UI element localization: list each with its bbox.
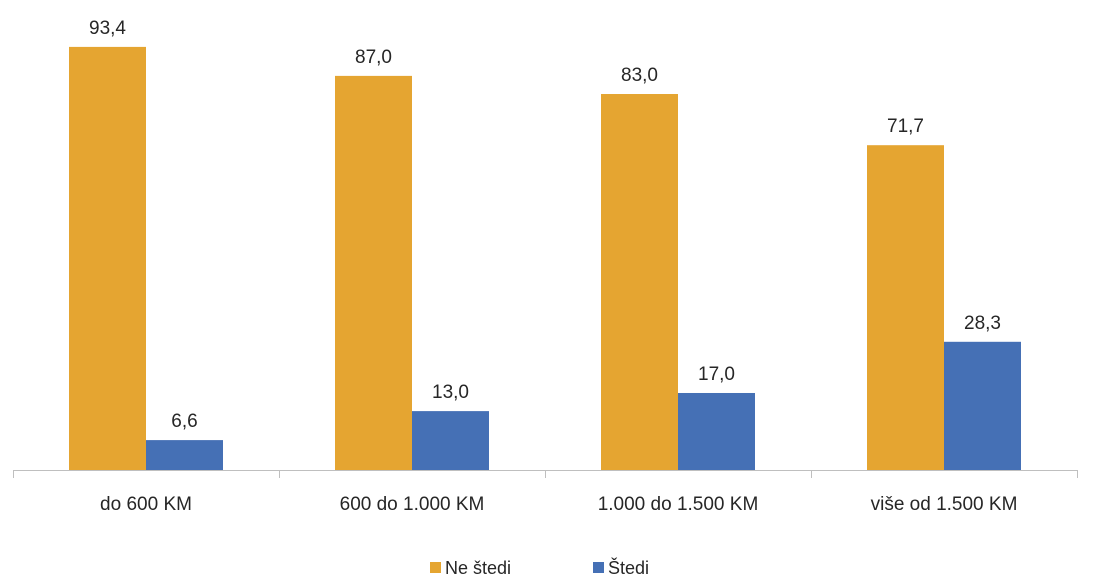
value-label: 28,3 bbox=[964, 313, 1001, 334]
legend-label-ne-stedi: Ne štedi bbox=[445, 558, 511, 578]
value-label: 71,7 bbox=[887, 116, 924, 137]
x-axis-ticks bbox=[13, 470, 1078, 478]
value-label: 17,0 bbox=[698, 364, 735, 385]
value-label: 6,6 bbox=[171, 411, 197, 432]
bar-ne-stedi-0 bbox=[69, 46, 146, 470]
bar-stedi-2 bbox=[678, 392, 755, 470]
value-label: 93,4 bbox=[89, 18, 126, 39]
bar-ne-stedi-3 bbox=[867, 145, 944, 470]
legend: Ne štedi Štedi bbox=[430, 557, 649, 578]
category-label: 1.000 do 1.500 KM bbox=[598, 494, 759, 515]
legend-label-stedi: Štedi bbox=[608, 557, 649, 578]
bar-ne-stedi-2 bbox=[601, 94, 678, 470]
bars-layer bbox=[69, 46, 1021, 470]
value-labels-layer: 93,4 6,6 87,0 13,0 83,0 17,0 71,7 28,3 bbox=[89, 18, 1001, 432]
bar-ne-stedi-1 bbox=[335, 75, 412, 470]
legend-swatch-ne-stedi bbox=[430, 562, 441, 573]
category-labels-layer: do 600 KM 600 do 1.000 KM 1.000 do 1.500 K… bbox=[100, 494, 1017, 515]
value-label: 13,0 bbox=[432, 382, 469, 403]
legend-swatch-stedi bbox=[593, 562, 604, 573]
category-label: više od 1.500 KM bbox=[871, 494, 1018, 515]
bar-stedi-3 bbox=[944, 341, 1021, 470]
category-label: 600 do 1.000 KM bbox=[340, 494, 485, 515]
bar-stedi-0 bbox=[146, 440, 223, 470]
category-label: do 600 KM bbox=[100, 494, 192, 515]
bar-stedi-1 bbox=[412, 411, 489, 470]
value-label: 83,0 bbox=[621, 65, 658, 86]
value-label: 87,0 bbox=[355, 47, 392, 68]
